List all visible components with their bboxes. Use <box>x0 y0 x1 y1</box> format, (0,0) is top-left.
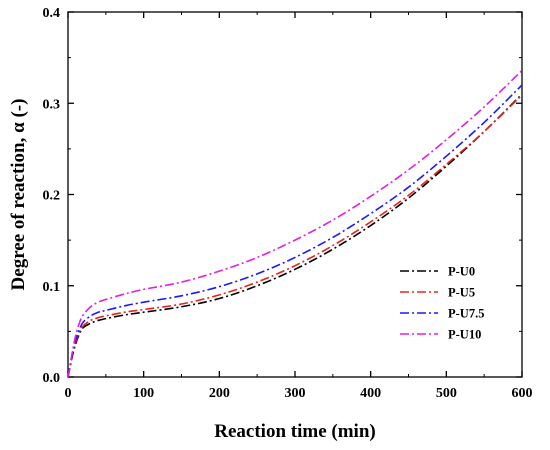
plot-area-border <box>67 11 523 378</box>
legend-label: P-U5 <box>448 286 475 300</box>
y-tick-label: 0.2 <box>43 189 61 204</box>
y-tick-label: 0.4 <box>43 6 61 21</box>
series-line-p-u10 <box>67 69 523 378</box>
x-tick-label: 200 <box>209 386 230 401</box>
legend-label: P-U10 <box>448 328 481 342</box>
series-line-p-u5 <box>67 94 523 378</box>
y-tick-label: 0.0 <box>43 371 61 386</box>
series-line-p-u7-5 <box>67 84 523 378</box>
y-tick-label: 0.1 <box>43 280 61 295</box>
legend-label: P-U0 <box>448 265 475 279</box>
plot-frame <box>67 11 523 378</box>
x-tick-label: 400 <box>360 386 381 401</box>
legend: P-U0 P-U5 P-U7.5 P-U10 <box>400 265 484 342</box>
series-lines <box>67 69 523 378</box>
x-tick-label: 500 <box>436 386 457 401</box>
x-tick-label: 0 <box>65 386 72 401</box>
series-line-p-u0 <box>67 93 523 378</box>
legend-label: P-U7.5 <box>448 307 484 321</box>
y-tick-label: 0.3 <box>43 97 61 112</box>
y-axis-title: Degree of reaction, α (-) <box>8 99 29 291</box>
x-axis-title: Reaction time (min) <box>214 421 375 442</box>
axis-ticks: 0 100 200 300 400 500 600 0.0 0.1 0.2 0.3 0.4 <box>43 6 533 401</box>
x-tick-label: 600 <box>512 386 533 401</box>
x-tick-label: 300 <box>285 386 306 401</box>
x-tick-label: 100 <box>133 386 154 401</box>
